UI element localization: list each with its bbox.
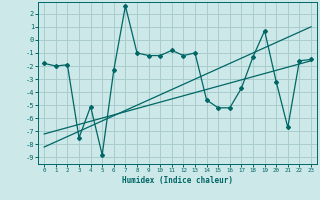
X-axis label: Humidex (Indice chaleur): Humidex (Indice chaleur) bbox=[122, 176, 233, 185]
